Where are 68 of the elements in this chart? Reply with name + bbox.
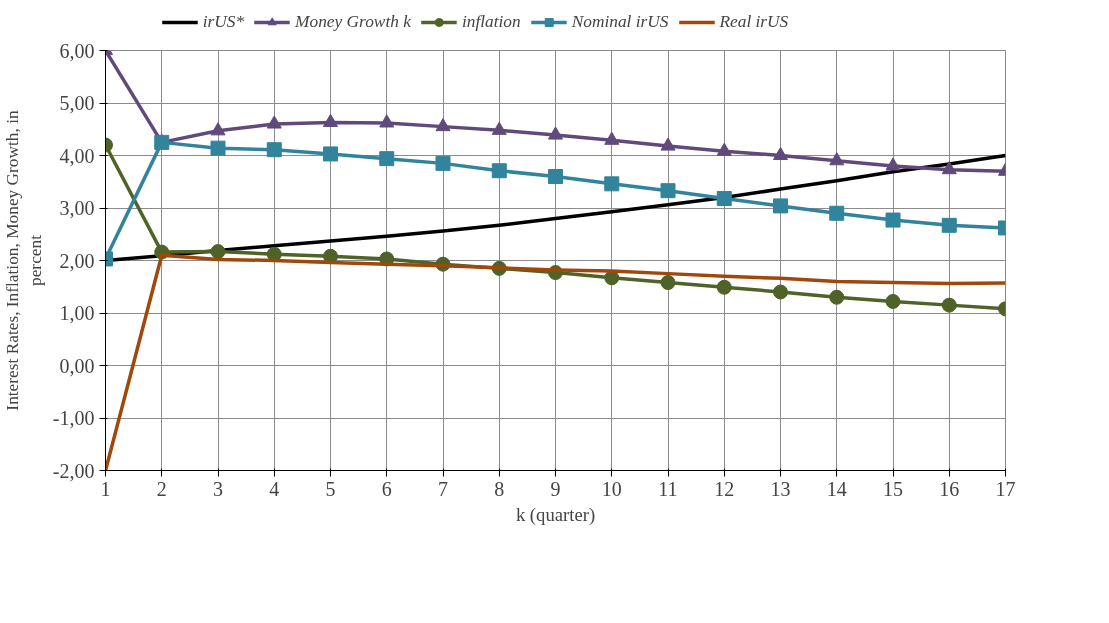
point xyxy=(323,113,338,127)
legend-label: irUS* xyxy=(202,12,245,32)
legend-label: Money Growth k xyxy=(295,12,411,32)
point xyxy=(716,142,732,156)
legend-label: Nominal irUS xyxy=(571,12,669,32)
point xyxy=(210,140,226,156)
x-tick-label: 3 xyxy=(213,477,223,500)
point xyxy=(604,176,620,192)
point xyxy=(716,191,732,207)
x-tick-label: 14 xyxy=(826,477,847,500)
x-tick-label: 13 xyxy=(770,477,791,500)
y-axis-title: Interest Rates, Inflation, Money Growth, in percent xyxy=(3,110,45,411)
point xyxy=(885,293,901,309)
point xyxy=(604,131,620,145)
legend-label: inflation xyxy=(461,12,521,32)
point xyxy=(829,289,845,305)
point xyxy=(548,126,563,140)
x-tick-label: 5 xyxy=(325,477,336,500)
x-tick-label: 8 xyxy=(494,477,505,500)
point xyxy=(773,146,788,161)
point xyxy=(323,146,338,162)
y-tick-label: 0,00 xyxy=(59,354,95,377)
point xyxy=(829,205,845,221)
point xyxy=(941,161,957,175)
x-tick-label: 10 xyxy=(601,477,622,500)
legend-label: Real irUS xyxy=(719,12,789,32)
point xyxy=(379,151,395,167)
y-tick-label: -1,00 xyxy=(52,407,95,429)
point xyxy=(435,155,451,171)
y-tick-label: 2,00 xyxy=(59,249,95,272)
point xyxy=(829,152,845,166)
y-tick-label: 3,00 xyxy=(59,197,95,219)
point xyxy=(941,297,957,313)
point xyxy=(660,183,676,199)
x-tick-label: 4 xyxy=(269,477,280,500)
point xyxy=(941,217,957,233)
x-tick-label: 2 xyxy=(156,477,167,500)
point xyxy=(210,122,226,136)
x-tick-label: 11 xyxy=(658,477,678,500)
point xyxy=(548,169,563,184)
point xyxy=(716,279,732,295)
x-tick-label: 6 xyxy=(381,477,392,500)
x-tick-label: 12 xyxy=(714,477,735,500)
y-tick-label: 4,00 xyxy=(59,144,95,167)
x-tick-label: 9 xyxy=(550,477,561,500)
x-tick-label: 17 xyxy=(995,477,1016,500)
point xyxy=(491,163,507,179)
x-tick-label: 15 xyxy=(883,477,903,500)
point xyxy=(435,118,451,132)
y-tick-label: 1,00 xyxy=(59,302,95,324)
point xyxy=(379,114,395,128)
point xyxy=(885,212,901,228)
x-tick-label: 7 xyxy=(438,477,448,500)
point xyxy=(491,121,507,135)
point xyxy=(660,137,676,151)
x-tick-label: 16 xyxy=(939,477,960,500)
y-tick-label: -2,00 xyxy=(52,459,95,482)
point xyxy=(660,275,676,291)
point xyxy=(773,198,788,214)
point xyxy=(266,115,282,129)
y-tick-label: 6,00 xyxy=(59,39,95,62)
point xyxy=(210,244,226,260)
point xyxy=(885,157,901,171)
y-tick-label: 5,00 xyxy=(59,92,95,114)
point xyxy=(266,142,282,158)
x-axis-title: k (quarter) xyxy=(515,503,596,526)
point xyxy=(773,284,788,300)
x-tick-label: 1 xyxy=(100,477,111,500)
